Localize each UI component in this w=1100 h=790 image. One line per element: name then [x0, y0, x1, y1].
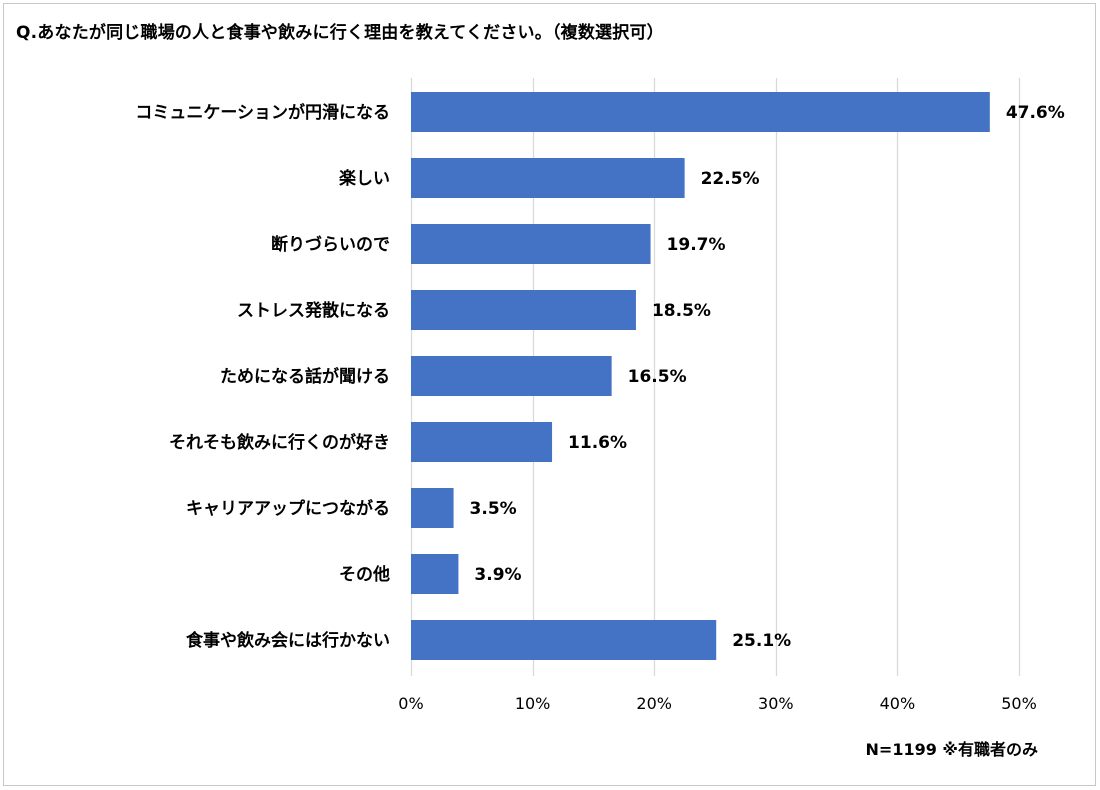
- bars: [411, 92, 990, 660]
- category-label-2: 断りづらいので: [271, 234, 390, 255]
- category-label-8: 食事や飲み会には行かない: [186, 630, 390, 651]
- category-label-7: その他: [339, 564, 390, 585]
- bar-1: [411, 158, 685, 198]
- x-tick-label-4: 40%: [880, 694, 916, 713]
- x-tick-label-0: 0%: [398, 694, 423, 713]
- value-label-2: 19.7%: [667, 235, 726, 255]
- bar-6: [411, 488, 454, 528]
- x-tick-label-5: 50%: [1001, 694, 1037, 713]
- sample-note: N=1199 ※有職者のみ: [865, 740, 1038, 759]
- x-tick-label-2: 20%: [636, 694, 672, 713]
- x-tick-labels: 0% 10% 20% 30% 40% 50%: [398, 694, 1036, 713]
- x-tick-label-1: 10%: [515, 694, 551, 713]
- category-label-3: ストレス発散になる: [237, 300, 390, 321]
- bar-8: [411, 620, 717, 660]
- category-labels: コミュニケーションが円滑になる楽しい断りづらいのでストレス発散になるためになる話…: [135, 102, 390, 651]
- value-label-4: 16.5%: [628, 367, 687, 387]
- value-label-8: 25.1%: [732, 631, 791, 651]
- value-label-3: 18.5%: [652, 301, 711, 321]
- value-label-1: 22.5%: [701, 169, 760, 189]
- value-label-7: 3.9%: [474, 565, 521, 585]
- x-tick-label-3: 30%: [758, 694, 794, 713]
- bar-4: [411, 356, 612, 396]
- value-label-5: 11.6%: [568, 433, 627, 453]
- bar-3: [411, 290, 636, 330]
- value-label-6: 3.5%: [470, 499, 517, 519]
- category-label-4: ためになる話が聞ける: [220, 366, 390, 387]
- category-label-5: それそも飲みに行くのが好き: [169, 432, 390, 453]
- category-label-6: キャリアアップにつながる: [186, 498, 390, 519]
- chart-title: Q.あなたが同じ職場の人と食事や飲みに行く理由を教えてください。（複数選択可）: [16, 23, 664, 43]
- bar-0: [411, 92, 990, 132]
- bar-2: [411, 224, 651, 264]
- value-labels: 47.6% 22.5% 19.7% 18.5% 16.5% 11.6% 3.5% 3.9% 25…: [470, 103, 1065, 651]
- bar-7: [411, 554, 459, 594]
- category-label-0: コミュニケーションが円滑になる: [135, 102, 390, 123]
- value-label-0: 47.6%: [1006, 103, 1065, 123]
- category-label-1: 楽しい: [339, 168, 390, 189]
- bar-5: [411, 422, 553, 462]
